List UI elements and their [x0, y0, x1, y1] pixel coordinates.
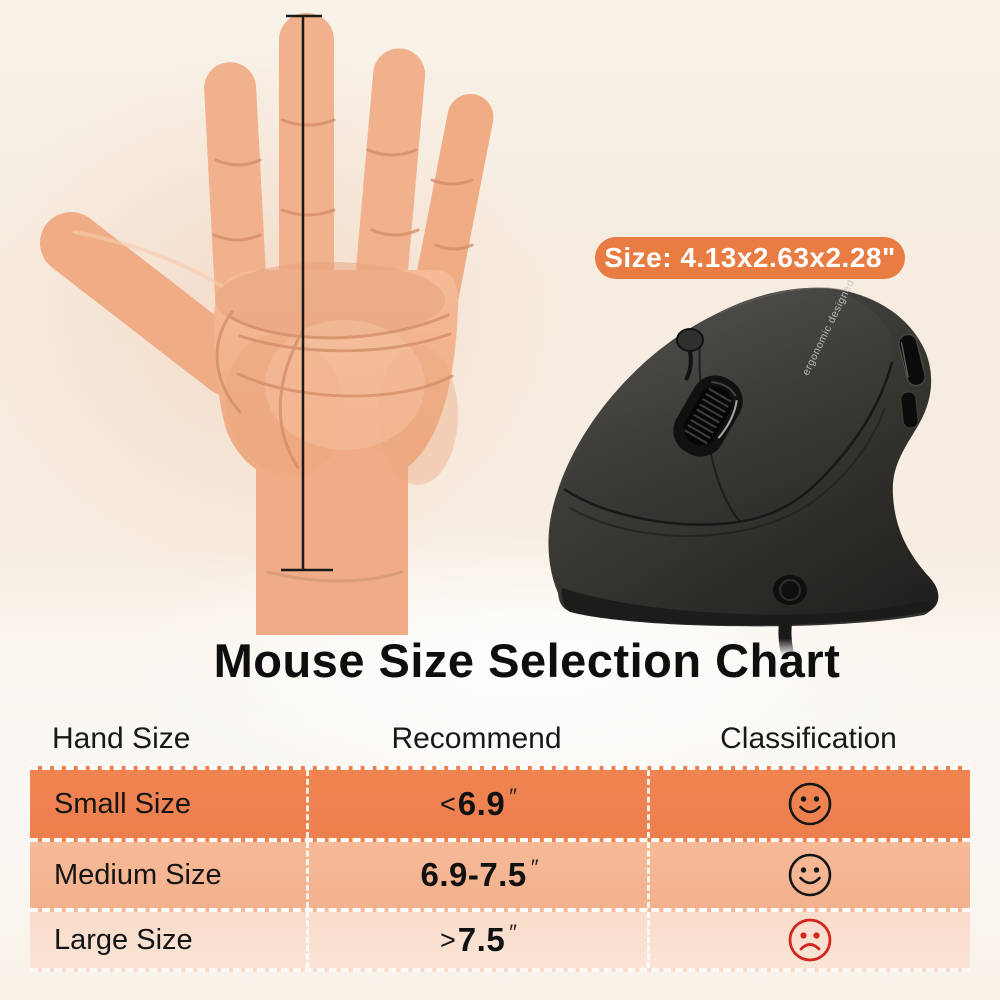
recommend-value: 6.9	[457, 785, 506, 822]
hand-illustration	[39, 13, 494, 635]
cell-recommend: 6.9-7.5 ″	[306, 842, 647, 908]
cable-connector	[773, 575, 807, 605]
recommend-operator: <	[440, 788, 456, 819]
recommend-value: 7.5	[457, 921, 506, 958]
side-button-lower	[900, 391, 919, 429]
smiley-happy-icon	[788, 782, 832, 826]
dpi-button	[676, 328, 704, 381]
size-badge-label: Size: 4.13x2.63x2.28"	[604, 242, 896, 273]
size-badge: Size: 4.13x2.63x2.28"	[595, 237, 905, 279]
hand-length-measure-line	[281, 14, 333, 572]
col-header-hand-size: Hand Size	[52, 722, 191, 755]
inch-mark: ″	[529, 855, 538, 880]
cell-classification	[647, 842, 970, 908]
recommend-value: 6.9-7.5	[420, 856, 527, 893]
cell-recommend: >7.5 ″	[306, 912, 647, 968]
scroll-wheel	[673, 375, 743, 457]
table-row-small: Small Size <6.9 ″	[30, 766, 970, 842]
vertical-mouse-photo: ergonomic designed	[548, 280, 939, 663]
page-title: Mouse Size Selection Chart	[213, 634, 841, 687]
cell-classification	[647, 770, 970, 838]
table-header-row: Hand Size Recommend Classification	[30, 712, 970, 766]
cell-hand-size: Large Size	[54, 923, 193, 956]
cell-classification	[647, 912, 970, 968]
cell-hand-size: Medium Size	[54, 858, 222, 891]
col-header-recommend: Recommend	[391, 722, 562, 755]
cell-recommend: <6.9 ″	[306, 770, 647, 838]
recommend-operator: >	[440, 924, 456, 955]
inch-mark: ″	[508, 784, 516, 809]
size-table: Hand Size Recommend Classification Small…	[30, 712, 970, 972]
table-row-medium: Medium Size 6.9-7.5 ″	[30, 842, 970, 912]
inch-mark: ″	[508, 920, 516, 945]
cell-hand-size: Small Size	[54, 787, 191, 820]
smiley-happy-icon	[788, 853, 832, 897]
side-button	[898, 333, 926, 387]
col-header-classification: Classification	[720, 722, 897, 755]
smiley-sad-icon	[788, 918, 832, 962]
table-row-large: Large Size >7.5 ″	[30, 912, 970, 972]
